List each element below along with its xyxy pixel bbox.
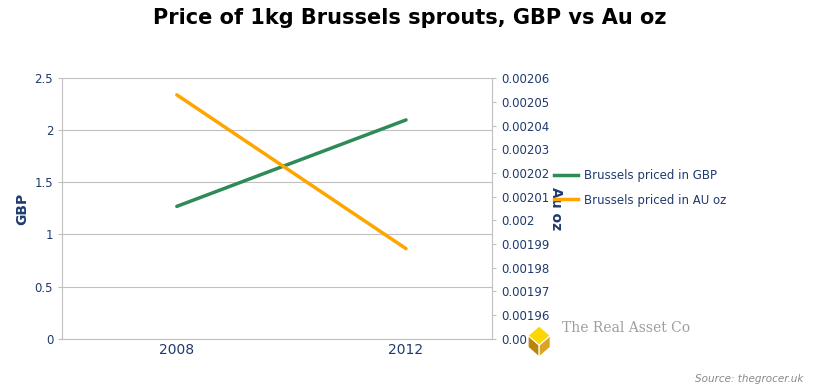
Text: Price of 1kg Brussels sprouts, GBP vs Au oz: Price of 1kg Brussels sprouts, GBP vs Au…: [153, 8, 666, 28]
Y-axis label: Au oz: Au oz: [549, 187, 563, 230]
Polygon shape: [539, 336, 550, 357]
Text: Source: thegrocer.uk: Source: thegrocer.uk: [695, 374, 803, 384]
Y-axis label: GBP: GBP: [15, 192, 29, 225]
Polygon shape: [527, 326, 550, 345]
Text: The Real Asset Co: The Real Asset Co: [561, 321, 689, 335]
Legend: Brussels priced in GBP, Brussels priced in AU oz: Brussels priced in GBP, Brussels priced …: [549, 164, 730, 211]
Polygon shape: [527, 336, 539, 357]
